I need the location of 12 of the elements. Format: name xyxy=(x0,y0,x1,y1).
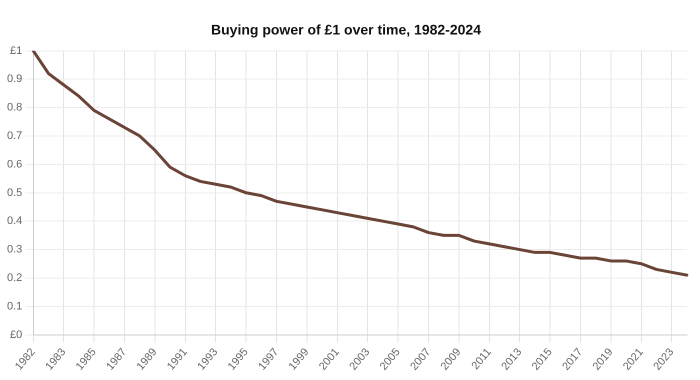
y-tick-label: 0.8 xyxy=(6,102,22,114)
y-tick-label: 0.5 xyxy=(6,186,22,199)
y-tick-label: 0.3 xyxy=(6,244,22,256)
y-tick-label: 0.6 xyxy=(6,158,22,170)
y-tick-label: £1 xyxy=(10,44,22,57)
y-tick-label: 0.9 xyxy=(6,73,22,86)
y-tick-label: 0.4 xyxy=(6,215,22,228)
chart-title: Buying power of £1 over time, 1982-2024 xyxy=(211,21,482,38)
y-tick-label: £0 xyxy=(10,328,22,341)
y-tick-label: 0.2 xyxy=(6,272,22,284)
y-tick-label: 0.7 xyxy=(6,130,22,142)
y-tick-label: 0.1 xyxy=(6,300,22,312)
